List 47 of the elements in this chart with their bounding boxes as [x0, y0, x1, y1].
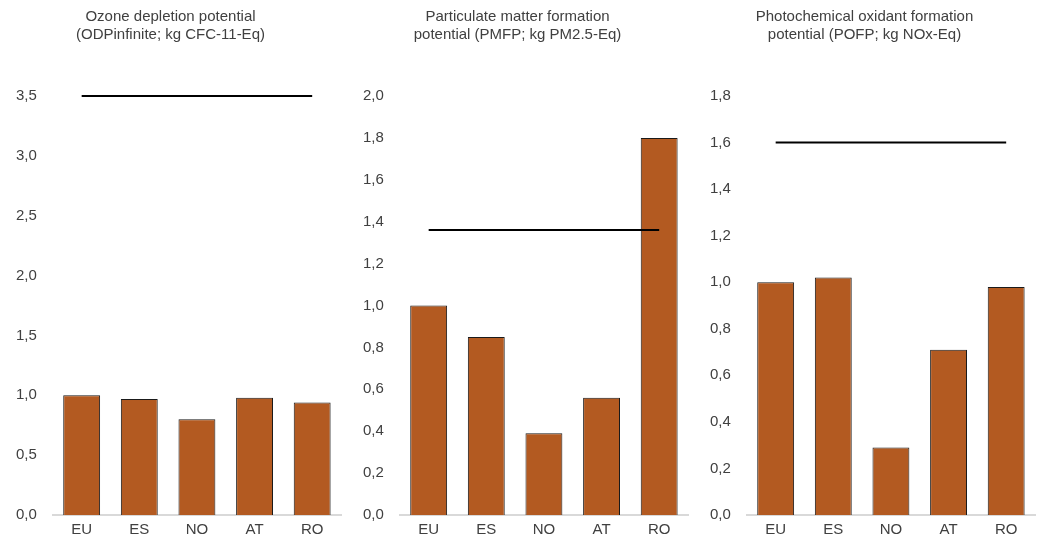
x-tick-label: EU [418, 520, 440, 538]
x-tick-label: RO [647, 520, 671, 538]
y-tick-label: 0,4 [362, 421, 384, 439]
chart-title: Particulate matter formation potential (PMFP; kg PM2.5-Eq) [413, 7, 622, 43]
x-tick-label: EU [765, 520, 787, 538]
chart-title: Ozone depletion potential (ODPinfinite; kg CFC-11-Eq) [76, 7, 265, 43]
y-tick-label: 0,0 [362, 505, 384, 523]
y-tick-label: 2,0 [362, 86, 384, 104]
y-tick-label: 3,0 [15, 146, 37, 163]
y-tick-label: 0,0 [15, 505, 37, 523]
x-tick-label: RO [300, 520, 324, 538]
y-tick-label: 0,6 [709, 365, 731, 383]
y-tick-label: 2,0 [15, 265, 37, 283]
y-tick-label: 1,2 [362, 253, 384, 271]
y-tick-label: 0,2 [362, 463, 384, 481]
x-tick-label: AT [245, 520, 264, 538]
x-tick-label: ES [476, 520, 497, 538]
y-tick-label: 2,5 [15, 205, 37, 223]
y-tick-label: 1,6 [362, 169, 384, 187]
y-tick-label: 1,5 [15, 325, 37, 343]
y-tick-label: 3,5 [15, 86, 37, 104]
y-tick-label: 1,4 [709, 179, 731, 197]
y-tick-label: 0,2 [709, 458, 731, 476]
x-tick-label: NO [532, 520, 556, 538]
y-tick-label: 1,8 [362, 128, 384, 146]
x-tick-label: EU [71, 520, 93, 538]
y-tick-label: 0,8 [362, 337, 384, 355]
y-tick-label: 0,5 [15, 445, 37, 463]
y-tick-label: 0,4 [709, 412, 731, 430]
y-tick-label: 1,4 [362, 211, 384, 229]
y-tick-label: 1,0 [709, 272, 731, 290]
y-tick-label: 0,8 [709, 318, 731, 336]
chart-title: Photochemical oxidant formation potential (POFP; kg NOx-Eq) [755, 7, 974, 43]
y-tick-label: 1,0 [362, 295, 384, 313]
x-tick-label: AT [939, 520, 958, 538]
y-tick-label: 0,0 [709, 505, 731, 523]
x-tick-label: ES [129, 520, 150, 538]
y-tick-label: 1,8 [709, 86, 731, 104]
x-tick-label: NO [879, 520, 903, 538]
x-tick-label: ES [823, 520, 844, 538]
x-tick-label: RO [994, 520, 1018, 538]
y-tick-label: 1,0 [15, 385, 37, 403]
x-tick-label: NO [185, 520, 209, 538]
y-tick-label: 1,6 [709, 132, 731, 150]
y-tick-label: 0,6 [362, 379, 384, 397]
y-tick-label: 1,2 [709, 225, 731, 243]
x-tick-label: AT [592, 520, 611, 538]
